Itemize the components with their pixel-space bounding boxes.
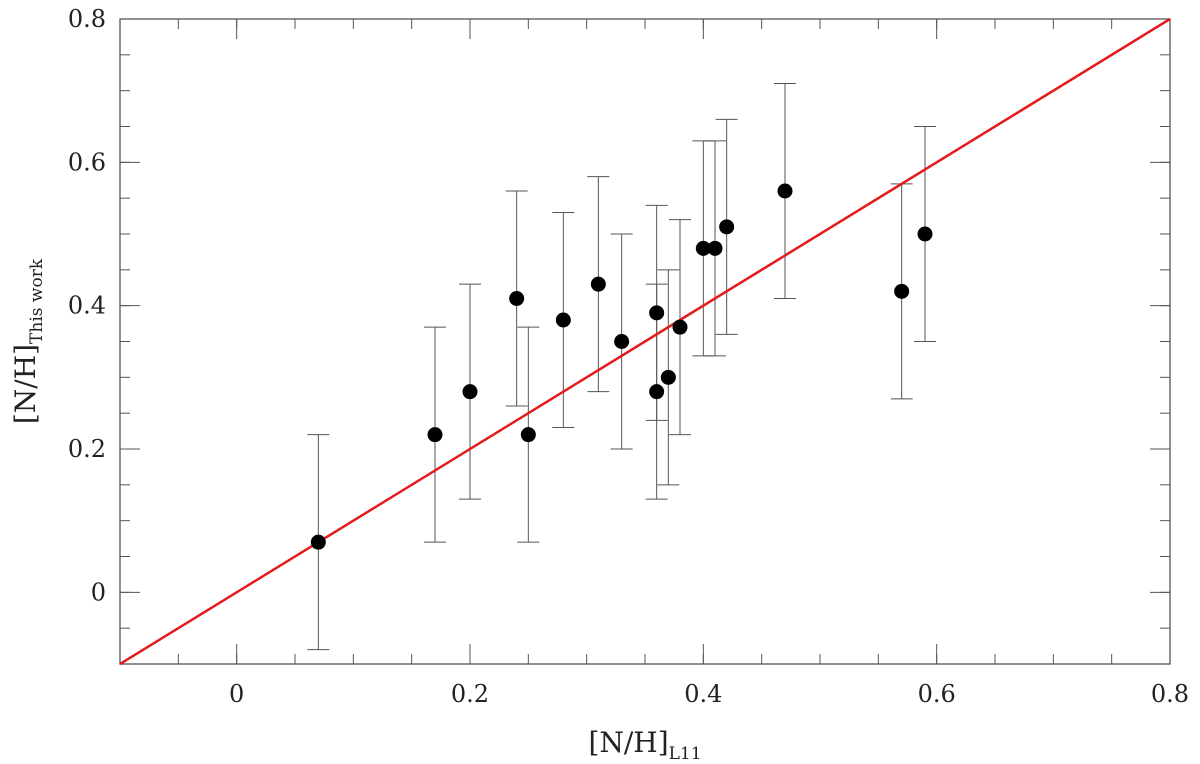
data-point xyxy=(917,226,933,242)
data-point xyxy=(520,427,536,443)
x-tick-label: 0.4 xyxy=(684,680,722,708)
y-tick-label: 0.2 xyxy=(68,435,106,463)
data-points xyxy=(310,183,933,550)
data-point xyxy=(614,334,630,349)
data-point xyxy=(555,312,571,328)
data-point xyxy=(719,219,735,235)
x-tick-label: 0.8 xyxy=(1151,680,1189,708)
data-point xyxy=(590,276,606,292)
x-axis-title: [N/H]L11 xyxy=(588,726,701,764)
data-point xyxy=(649,305,665,321)
y-tick-label: 0.6 xyxy=(68,148,106,176)
y-tick-label: 0.8 xyxy=(68,5,106,33)
y-tick-label: 0 xyxy=(91,578,106,606)
y-axis-title: [N/H]This work xyxy=(9,258,47,424)
major-ticks xyxy=(120,18,1171,664)
data-point xyxy=(695,240,711,256)
data-point xyxy=(427,427,443,443)
data-point xyxy=(310,534,326,550)
x-tick-label: 0.2 xyxy=(451,680,489,708)
data-point xyxy=(649,384,665,400)
data-point xyxy=(894,283,910,299)
data-point xyxy=(660,369,676,385)
data-point xyxy=(462,384,478,400)
data-point xyxy=(777,183,793,199)
data-point xyxy=(509,291,525,306)
x-tick-label: 0.6 xyxy=(918,680,956,708)
data-point xyxy=(672,319,688,335)
x-tick-label: 0 xyxy=(229,680,244,708)
data-point xyxy=(707,240,723,256)
y-tick-label: 0.4 xyxy=(68,292,106,320)
y-tick-labels: 0 0.2 0.4 0.6 0.8 xyxy=(68,5,106,606)
x-tick-labels: 0 0.2 0.4 0.6 0.8 xyxy=(229,680,1189,708)
one-to-one-line xyxy=(119,17,1171,666)
error-bars xyxy=(307,83,936,651)
